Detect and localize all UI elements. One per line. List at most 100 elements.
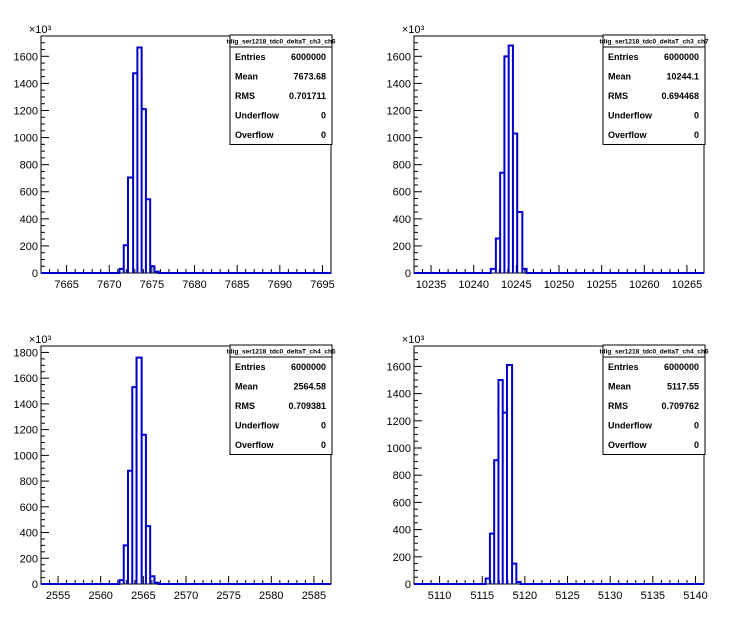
x-tick-label: 7665 xyxy=(54,279,78,291)
stats-box: tdig_ser1218_tdc0_deltaT_ch4_ch6 Entries 6… xyxy=(599,344,709,455)
y-tick-label: 1600 xyxy=(14,51,38,63)
stats-value: 0.701711 xyxy=(289,91,326,101)
y-tick-label: 1000 xyxy=(14,133,38,145)
y-tick-label: 1600 xyxy=(387,361,411,373)
stats-value: 0 xyxy=(321,440,326,450)
y-tick-label: 1200 xyxy=(387,105,411,117)
y-tick-label: 800 xyxy=(393,470,411,482)
histogram-bin xyxy=(509,45,513,273)
stats-label: Overflow xyxy=(235,440,275,450)
stats-box: tdig_ser1218_tdc0_deltaT_ch3_ch6 Entries 6… xyxy=(226,34,336,145)
stats-label: Entries xyxy=(608,52,639,62)
stats-title: tdig_ser1218_tdc0_deltaT_ch4_ch6 xyxy=(599,349,708,356)
histogram-bin xyxy=(517,212,522,273)
stats-value: 6000000 xyxy=(291,362,326,372)
histogram-bin xyxy=(494,460,498,584)
histogram-bin xyxy=(513,134,517,273)
stats-box: tdig_ser1218_tdc0_deltaT_ch4_ch5 Entries 6… xyxy=(226,344,336,455)
x-tick-label: 10240 xyxy=(458,279,489,291)
histogram-bin xyxy=(491,269,496,273)
x-tick-label: 10245 xyxy=(501,279,532,291)
histogram-bin xyxy=(496,238,500,273)
x-tick-label: 5130 xyxy=(598,590,622,602)
stats-value: 0.709381 xyxy=(288,401,326,411)
histogram-panel-3: 2555 2560 2565 2570 2575 2580 2585 0 200 400 600 80… xyxy=(14,334,336,602)
x-tick-label: 2560 xyxy=(88,590,112,602)
stats-value: 2564.58 xyxy=(293,382,326,392)
y-tick-label: 200 xyxy=(20,553,38,565)
y-tick-label: 600 xyxy=(393,187,411,199)
stats-label: Underflow xyxy=(235,421,280,431)
x-tick-label: 5110 xyxy=(428,590,452,602)
histogram-bin xyxy=(516,582,520,584)
stats-label: RMS xyxy=(235,401,255,411)
histogram-bin xyxy=(146,526,150,584)
y-exponent-label: ×10³ xyxy=(29,334,52,346)
x-tick-label: 7685 xyxy=(225,279,249,291)
histogram-bin xyxy=(119,269,123,273)
y-tick-label: 800 xyxy=(393,160,411,172)
y-tick-label: 1200 xyxy=(387,416,411,428)
histogram-outline xyxy=(41,356,331,585)
histogram-bin xyxy=(486,579,490,584)
histogram-bin xyxy=(133,73,137,273)
histogram-panel-2: 10235 10240 10245 10250 10255 10260 10265 0 200 4… xyxy=(387,24,709,291)
histogram-bin xyxy=(507,365,512,584)
y-tick-label: 1400 xyxy=(387,78,411,90)
x-tick-label: 5120 xyxy=(513,590,537,602)
stats-label: Underflow xyxy=(235,111,280,121)
stats-value: 0 xyxy=(694,421,699,431)
y-tick-label: 0 xyxy=(32,579,38,591)
histogram-bin xyxy=(150,576,154,584)
y-tick-label: 1000 xyxy=(387,133,411,145)
histogram-bin xyxy=(132,387,136,584)
histogram-bin xyxy=(128,471,132,584)
y-tick-label: 200 xyxy=(393,552,411,564)
x-tick-label: 2565 xyxy=(131,590,155,602)
stats-value: 0 xyxy=(694,111,699,121)
histogram-bin xyxy=(150,266,154,273)
histogram-bin xyxy=(490,534,494,584)
x-tick-label: 10250 xyxy=(544,279,575,291)
stats-title: tdig_ser1218_tdc0_deltaT_ch4_ch5 xyxy=(226,349,335,356)
y-tick-label: 1600 xyxy=(387,51,411,63)
stats-label: Overflow xyxy=(608,130,648,140)
stats-title: tdig_ser1218_tdc0_deltaT_ch3_ch7 xyxy=(599,39,708,46)
stats-value: 0 xyxy=(321,421,326,431)
histogram-bin xyxy=(154,272,158,273)
y-tick-label: 600 xyxy=(393,497,411,509)
y-tick-label: 1200 xyxy=(14,425,38,437)
histogram-bin xyxy=(500,173,504,273)
histogram-bin xyxy=(142,109,146,273)
x-tick-label: 2555 xyxy=(46,590,70,602)
stats-value: 7673.68 xyxy=(293,72,326,82)
y-tick-label: 400 xyxy=(20,528,38,540)
x-tick-label: 5125 xyxy=(555,590,579,602)
x-tick-label: 7680 xyxy=(182,279,206,291)
histogram-bin xyxy=(137,48,141,273)
histogram-bin xyxy=(146,199,150,273)
y-tick-label: 400 xyxy=(393,214,411,226)
histogram-bin xyxy=(154,583,158,584)
y-tick-label: 1400 xyxy=(14,399,38,411)
stats-title: tdig_ser1218_tdc0_deltaT_ch3_ch6 xyxy=(226,39,335,46)
histogram-bin xyxy=(119,580,123,584)
stats-label: Underflow xyxy=(608,421,653,431)
y-tick-label: 400 xyxy=(20,214,38,226)
stats-label: RMS xyxy=(608,401,628,411)
x-tick-label: 7670 xyxy=(97,279,121,291)
y-tick-label: 600 xyxy=(20,502,38,514)
stats-box-frame xyxy=(229,344,333,455)
histogram-bin xyxy=(498,380,502,584)
y-exponent-label: ×10³ xyxy=(402,334,425,346)
stats-value: 6000000 xyxy=(664,52,699,62)
y-tick-label: 200 xyxy=(393,241,411,253)
x-tick-label: 2580 xyxy=(259,590,283,602)
x-tick-label: 5140 xyxy=(683,590,707,602)
histogram-bin xyxy=(128,178,133,273)
x-tick-label: 7675 xyxy=(140,279,164,291)
stats-box-frame xyxy=(602,344,706,455)
y-tick-label: 1600 xyxy=(14,373,38,385)
histogram-outline xyxy=(41,46,331,274)
